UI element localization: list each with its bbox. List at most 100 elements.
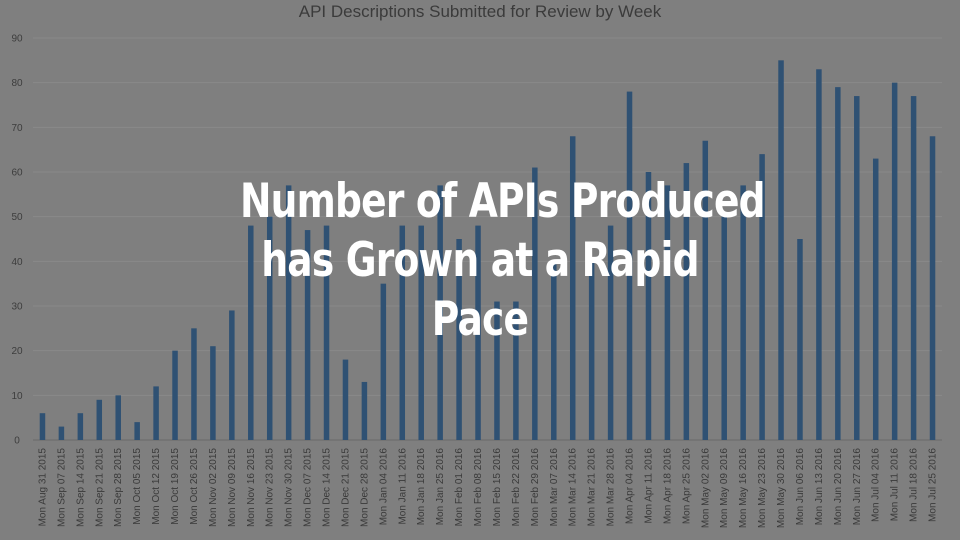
x-tick-label: Mon Jun 13 2016 bbox=[814, 448, 825, 526]
y-axis-ticks: 0 10 20 30 40 50 60 70 80 90 bbox=[11, 34, 23, 447]
x-tick-label: Mon Jan 04 2016 bbox=[378, 448, 389, 526]
x-tick-label: Mon Apr 25 2016 bbox=[681, 448, 692, 525]
bar bbox=[437, 185, 443, 440]
bar bbox=[664, 185, 671, 440]
x-tick-label: Mon May 09 2016 bbox=[719, 448, 730, 528]
y-tick-label: 70 bbox=[11, 123, 23, 134]
x-tick-label: Mon Jul 11 2016 bbox=[890, 448, 901, 522]
x-tick-label: Mon Dec 07 2015 bbox=[303, 448, 314, 527]
x-tick-label: Mon Dec 21 2015 bbox=[340, 448, 351, 527]
x-axis-ticks: Mon Aug 31 2015 Mon Sep 07 2015 Mon Sep 14… bbox=[37, 448, 938, 529]
overlay-headline-line-1: Number of APIs Produced bbox=[240, 174, 766, 229]
x-tick-label: Mon Nov 23 2015 bbox=[265, 448, 276, 527]
x-tick-label: Mon May 30 2016 bbox=[776, 448, 787, 528]
y-tick-label: 60 bbox=[11, 168, 23, 179]
x-tick-label: Mon Jan 11 2016 bbox=[397, 448, 408, 525]
bar bbox=[153, 386, 159, 440]
x-tick-label: Mon Jan 18 2016 bbox=[416, 448, 427, 526]
x-tick-label: Mon Feb 22 2016 bbox=[511, 448, 522, 527]
bar bbox=[191, 328, 197, 440]
bar bbox=[532, 167, 538, 441]
x-tick-label: Mon Jul 04 2016 bbox=[871, 448, 882, 522]
bar bbox=[740, 185, 746, 440]
bar bbox=[361, 381, 368, 440]
bar bbox=[39, 413, 46, 440]
bar bbox=[342, 359, 349, 440]
bar bbox=[77, 413, 84, 440]
bar bbox=[929, 136, 936, 440]
overlay-headline: Number of APIs Produced has Grown at a R… bbox=[240, 172, 766, 349]
x-tick-label: Mon Oct 05 2015 bbox=[132, 448, 143, 525]
x-tick-label: Mon Dec 14 2015 bbox=[322, 448, 333, 527]
y-tick-label: 50 bbox=[11, 212, 23, 223]
x-tick-label: Mon Nov 16 2015 bbox=[246, 448, 257, 527]
bar bbox=[551, 261, 557, 440]
overlay-headline-line-3: Pace bbox=[431, 292, 529, 347]
x-tick-label: Mon Mar 21 2016 bbox=[587, 448, 598, 527]
bar bbox=[872, 158, 879, 440]
bar bbox=[645, 172, 652, 440]
x-tick-label: Mon Apr 11 2016 bbox=[643, 448, 654, 524]
bar bbox=[778, 60, 784, 440]
bar bbox=[248, 225, 254, 440]
y-tick-label: 40 bbox=[11, 257, 23, 268]
y-tick-label: 80 bbox=[11, 78, 23, 89]
x-tick-label: Mon Sep 28 2015 bbox=[113, 448, 124, 527]
bar bbox=[210, 346, 216, 440]
y-tick-label: 0 bbox=[14, 436, 20, 447]
x-tick-label: Mon Oct 19 2015 bbox=[170, 448, 181, 525]
y-tick-label: 10 bbox=[11, 391, 23, 402]
bar bbox=[475, 225, 481, 440]
bar bbox=[626, 91, 633, 440]
bar bbox=[323, 225, 330, 440]
x-tick-label: Mon Apr 04 2016 bbox=[625, 448, 636, 525]
bar bbox=[285, 185, 292, 440]
x-tick-label: Mon Sep 14 2015 bbox=[75, 448, 86, 527]
x-tick-label: Mon Jan 25 2016 bbox=[435, 448, 446, 526]
bars bbox=[39, 60, 936, 441]
y-tick-label: 20 bbox=[11, 346, 23, 357]
x-tick-label: Mon Feb 29 2016 bbox=[530, 448, 541, 527]
x-tick-label: Mon Feb 01 2016 bbox=[454, 448, 465, 527]
bar bbox=[759, 154, 765, 440]
bar bbox=[456, 239, 462, 440]
bar bbox=[854, 96, 860, 441]
x-tick-label: Mon Nov 02 2015 bbox=[208, 448, 219, 527]
bar bbox=[380, 283, 387, 440]
bar bbox=[172, 350, 178, 440]
bar bbox=[816, 69, 822, 441]
bar bbox=[513, 301, 519, 440]
x-tick-label: Mon Oct 12 2015 bbox=[151, 448, 162, 525]
bar bbox=[494, 301, 500, 440]
y-tick-label: 30 bbox=[11, 302, 23, 313]
y-tick-label: 90 bbox=[11, 34, 23, 45]
chart-title: API Descriptions Submitted for Review by… bbox=[299, 2, 662, 21]
bar bbox=[569, 136, 576, 440]
bar bbox=[910, 96, 917, 441]
x-tick-label: Mon May 16 2016 bbox=[738, 448, 749, 528]
x-tick-label: Mon Feb 08 2016 bbox=[473, 448, 484, 527]
bar bbox=[607, 225, 614, 440]
x-tick-label: Mon Nov 09 2015 bbox=[227, 448, 238, 527]
bar bbox=[96, 399, 103, 440]
x-tick-label: Mon Nov 30 2015 bbox=[284, 448, 295, 527]
bar bbox=[891, 82, 898, 441]
bar bbox=[702, 140, 709, 440]
x-tick-label: Mon Sep 21 2015 bbox=[94, 448, 105, 527]
x-tick-label: Mon Aug 31 2015 bbox=[37, 448, 48, 527]
x-tick-label: Mon Mar 28 2016 bbox=[606, 448, 617, 527]
x-tick-label: Mon Jun 06 2016 bbox=[795, 448, 806, 526]
bar bbox=[721, 216, 727, 440]
bar bbox=[588, 261, 595, 440]
bar bbox=[266, 216, 273, 440]
bar bbox=[134, 422, 140, 440]
x-tick-label: Mon Jun 20 2016 bbox=[833, 448, 844, 526]
bar bbox=[229, 310, 235, 440]
bar bbox=[835, 87, 841, 440]
x-tick-label: Mon Jun 27 2016 bbox=[852, 448, 863, 526]
bar bbox=[797, 239, 803, 440]
x-tick-label: Mon Jul 25 2016 bbox=[928, 448, 939, 522]
x-tick-label: Mon Feb 15 2016 bbox=[492, 448, 503, 527]
x-tick-label: Mon Jul 18 2016 bbox=[909, 448, 920, 522]
